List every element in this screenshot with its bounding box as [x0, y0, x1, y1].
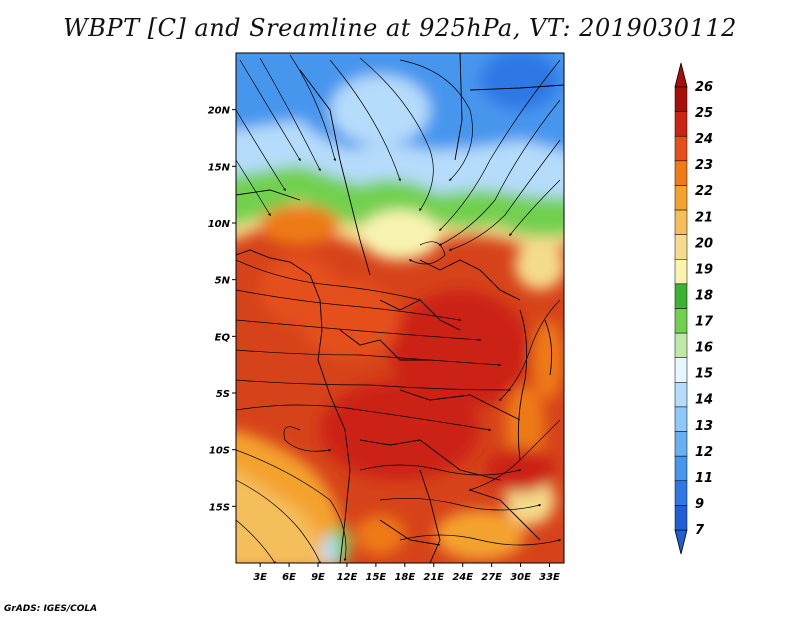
longitude-axis: 3E 6E 9E 12E 15E 18E 21E 24E 27E 30E 33E: [253, 563, 560, 583]
colorbar-swatch: [674, 86, 688, 112]
colorbar-label: 9: [695, 497, 704, 512]
colorbar-swatch: [674, 234, 688, 260]
map-frame: [235, 52, 565, 564]
colorbar-label: 7: [695, 523, 705, 538]
colorbar-label: 25: [695, 106, 713, 121]
temperature-field: [236, 53, 564, 563]
colorbar-swatch: [674, 209, 688, 235]
colorbar-label: 19: [695, 262, 713, 277]
colorbar-bottom-arrow: [674, 529, 688, 555]
colorbar-label: 14: [695, 393, 713, 408]
colorbar-label: 15: [695, 367, 713, 382]
colorbar-swatch: [674, 480, 688, 506]
colorbar-swatch: [674, 382, 688, 408]
colorbar-swatch: [674, 135, 688, 162]
lon-tick-label: 15E: [366, 572, 387, 583]
colorbar-swatch: [674, 308, 688, 334]
colorbar-swatch: [674, 357, 688, 383]
lat-tick-label: 10S: [209, 446, 230, 457]
lon-tick-label: 21E: [423, 572, 444, 583]
lon-tick-label: 6E: [282, 572, 296, 583]
colorbar-swatch: [674, 505, 688, 531]
lon-tick-label: 24E: [452, 572, 473, 583]
lat-tick-label: 5S: [216, 389, 230, 400]
colorbar-swatch: [674, 185, 688, 211]
colorbar-label: 21: [695, 210, 713, 225]
colorbar-label: 24: [695, 132, 713, 147]
country-borders: [236, 53, 564, 563]
lat-tick-label: 15N: [208, 162, 231, 173]
colorbar-swatch: [674, 332, 688, 358]
footer-credit: GrADS: IGES/COLA: [4, 604, 98, 614]
colorbar-label: 18: [695, 288, 713, 303]
colorbar-label: 17: [695, 315, 714, 330]
lat-tick-label: 15S: [209, 502, 230, 513]
colorbar-swatch: [674, 455, 688, 482]
colorbar-label: 16: [695, 341, 713, 356]
lon-tick-label: 18E: [394, 572, 415, 583]
latitude-axis: 20N 15N 10N 5N EQ 5S 10S 15S: [208, 106, 236, 513]
colorbar-label: 20: [695, 236, 713, 251]
lon-tick-label: 12E: [337, 572, 358, 583]
colorbar-swatch: [674, 111, 688, 137]
colorbar-top-arrow: [674, 62, 688, 88]
colorbar: 26 25 24 23 22 21 20 19 18 17 16 15 14 13 12 11 9 7: [674, 62, 714, 555]
colorbar-label: 11: [695, 471, 713, 486]
map-title: WBPT [C] and Sreamline at 925hPa, VT: 20…: [63, 14, 737, 42]
colorbar-swatch: [674, 283, 688, 309]
lat-tick-label: EQ: [215, 332, 231, 343]
colorbar-swatch: [674, 259, 688, 285]
colorbar-label: 13: [695, 419, 713, 434]
lat-tick-label: 5N: [215, 276, 231, 287]
colorbar-label: 12: [695, 445, 713, 460]
streamlines: [236, 54, 562, 563]
lon-tick-label: 9E: [311, 572, 325, 583]
colorbar-label: 26: [695, 80, 713, 95]
colorbar-label: 22: [695, 184, 713, 199]
lon-tick-label: 27E: [481, 572, 502, 583]
colorbar-swatch: [674, 406, 688, 432]
lon-tick-label: 33E: [539, 572, 560, 583]
colorbar-swatch: [674, 431, 688, 457]
lat-tick-label: 20N: [208, 106, 231, 117]
lat-tick-label: 10N: [208, 219, 231, 230]
lon-tick-label: 30E: [510, 572, 531, 583]
colorbar-label: 23: [695, 158, 713, 173]
lon-tick-label: 3E: [253, 572, 267, 583]
colorbar-swatch: [674, 160, 688, 186]
